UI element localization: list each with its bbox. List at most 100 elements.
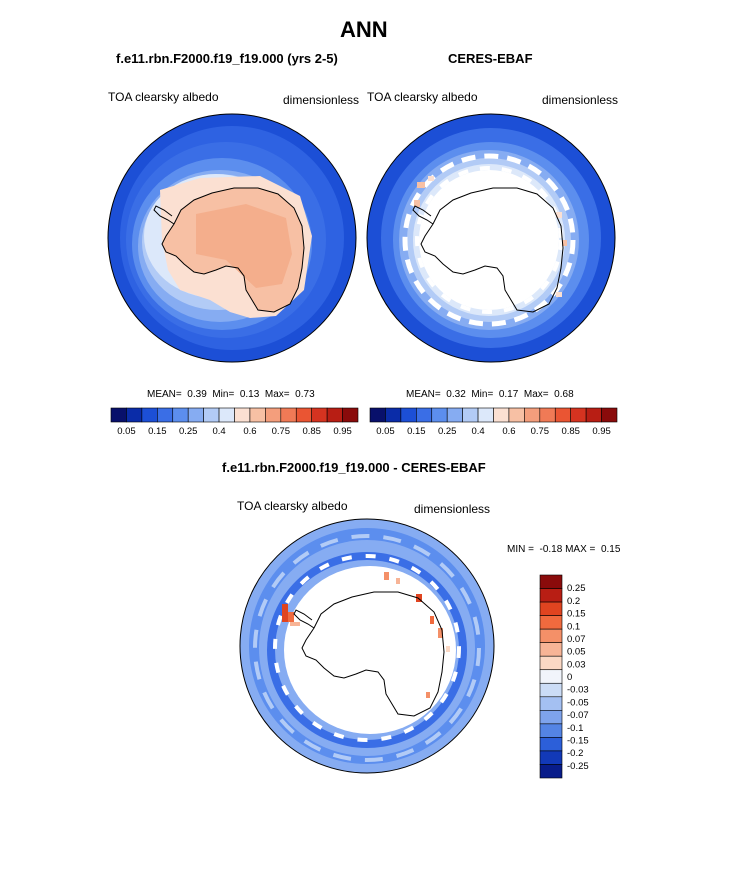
- obs-colorbar-tick-label: 0.6: [502, 426, 515, 437]
- obs-colorbar-tick-label: 0.25: [438, 426, 457, 437]
- model-colorbar-tick-label: 0.6: [243, 426, 256, 437]
- obs-variable-label: TOA clearsky albedo: [367, 90, 478, 104]
- obs-min-label: Min=: [471, 389, 494, 400]
- diff-colorbar-swatch: [539, 764, 563, 779]
- diff-colorbar-swatch: [539, 710, 563, 725]
- obs-colorbar-swatch: [585, 407, 602, 423]
- model-map: [108, 114, 356, 362]
- diff-colorbar-tick-label: -0.07: [567, 710, 589, 721]
- obs-colorbar-swatch: [601, 407, 618, 423]
- diff-colorbar-tick-label: -0.2: [567, 748, 583, 759]
- diff-colorbar-swatch: [539, 574, 563, 589]
- model-colorbar-tick-label: 0.25: [179, 426, 198, 437]
- diff-map-border: [239, 518, 495, 774]
- obs-colorbar-tick-label: 0.95: [592, 426, 611, 437]
- model-colorbar-swatch: [234, 407, 251, 423]
- model-map-border: [107, 113, 357, 363]
- obs-colorbar-swatch: [369, 407, 386, 423]
- diff-variable-label: TOA clearsky albedo: [237, 499, 348, 513]
- diff-colorbar-swatch: [539, 615, 563, 630]
- model-colorbar-swatch: [203, 407, 220, 423]
- obs-mean-label: MEAN=: [406, 389, 441, 400]
- diff-colorbar-swatch: [539, 601, 563, 616]
- model-colorbar-swatch: [218, 407, 235, 423]
- model-colorbar-swatch: [249, 407, 266, 423]
- obs-max-label: Max=: [523, 389, 549, 400]
- obs-colorbar-swatch: [385, 407, 402, 423]
- obs-colorbar-swatch: [416, 407, 433, 423]
- obs-colorbar-tick-label: 0.4: [471, 426, 484, 437]
- obs-colorbar: 0.05 0.15 0.25 0.4 0.6 0.75 0.85 0.95: [369, 407, 618, 437]
- diff-colorbar-tick-label: 0.15: [567, 609, 586, 620]
- obs-colorbar-swatch: [477, 407, 494, 423]
- model-mean-value: 0.39: [187, 389, 207, 400]
- obs-colorbar-tick-label: 0.05: [376, 426, 395, 437]
- diff-map: [240, 519, 494, 773]
- diff-stats: MIN = -0.18 MAX = 0.15: [507, 544, 620, 555]
- model-colorbar-swatch: [157, 407, 174, 423]
- diff-colorbar-tick-label: -0.05: [567, 697, 589, 708]
- diff-colorbar-swatch: [539, 723, 563, 738]
- obs-case-title: CERES-EBAF: [448, 51, 533, 66]
- model-colorbar-swatch: [295, 407, 312, 423]
- diff-colorbar-tick-label: -0.15: [567, 735, 589, 746]
- obs-colorbar-swatch: [508, 407, 525, 423]
- diff-colorbar-swatch: [539, 682, 563, 698]
- diff-colorbar-swatch: [539, 669, 563, 684]
- diff-colorbar-tick-label: 0.07: [567, 634, 586, 645]
- model-colorbar-swatch: [141, 407, 158, 423]
- obs-colorbar-tick-label: 0.15: [407, 426, 426, 437]
- diff-colorbar-tick-label: 0.25: [567, 583, 586, 594]
- diff-max-value: 0.15: [600, 544, 621, 555]
- model-colorbar-tick-label: 0.05: [117, 426, 136, 437]
- obs-colorbar-swatch: [431, 407, 448, 423]
- obs-colorbar-swatch: [554, 407, 571, 423]
- diff-colorbar: 0.25 0.2 0.150.1 0.07 0.050.03 0 -0.03-0.05 -0.…: [539, 574, 589, 779]
- model-colorbar-swatch: [110, 407, 127, 423]
- model-max-value: 0.73: [295, 389, 315, 400]
- model-stats: MEAN= 0.39 Min= 0.13 Max= 0.73: [147, 389, 315, 400]
- model-colorbar-tick-label: 0.75: [272, 426, 291, 437]
- diff-colorbar-swatch: [539, 642, 563, 657]
- model-colorbar: 0.05 0.15 0.25 0.4 0.6 0.75 0.85 0.95: [110, 407, 359, 437]
- diff-colorbar-tick-label: 0.05: [567, 647, 586, 658]
- diff-max-label: MAX =: [565, 544, 596, 555]
- obs-colorbar-swatch: [400, 407, 417, 423]
- model-colorbar-swatch: [187, 407, 204, 423]
- obs-colorbar-swatch: [493, 407, 510, 423]
- model-min-value: 0.13: [239, 389, 260, 400]
- model-units-label: dimensionless: [283, 93, 360, 107]
- diff-colorbar-swatch: [539, 696, 563, 711]
- diff-units-label: dimensionless: [414, 502, 491, 516]
- model-colorbar-tick-label: 0.95: [333, 426, 352, 437]
- obs-max-value: 0.68: [554, 389, 574, 400]
- model-colorbar-tick-label: 0.85: [302, 426, 321, 437]
- diff-min-value: -0.18: [539, 544, 563, 555]
- diff-case-title: f.e11.rbn.F2000.f19_f19.000 - CERES-EBAF: [222, 460, 486, 475]
- obs-min-value: 0.17: [498, 389, 519, 400]
- obs-map: [367, 114, 615, 362]
- model-case-title: f.e11.rbn.F2000.f19_f19.000 (yrs 2-5): [116, 51, 338, 66]
- obs-colorbar-tick-label: 0.75: [531, 426, 550, 437]
- model-max-label: Max=: [264, 389, 290, 400]
- diff-colorbar-swatch: [539, 750, 563, 765]
- obs-colorbar-tick-label: 0.85: [561, 426, 580, 437]
- diff-colorbar-tick-label: -0.03: [567, 685, 589, 696]
- model-min-label: Min=: [212, 389, 235, 400]
- model-colorbar-swatch: [172, 407, 189, 423]
- model-variable-label: TOA clearsky albedo: [108, 90, 219, 104]
- model-colorbar-tick-label: 0.4: [212, 426, 225, 437]
- model-colorbar-swatch: [311, 407, 328, 423]
- diff-colorbar-swatch: [539, 737, 563, 752]
- obs-colorbar-swatch: [524, 407, 541, 423]
- model-colorbar-swatch: [342, 407, 359, 423]
- obs-units-label: dimensionless: [542, 93, 619, 107]
- diff-colorbar-swatch: [539, 655, 563, 671]
- obs-stats: MEAN= 0.32 Min= 0.17 Max= 0.68: [406, 389, 574, 400]
- diff-colorbar-tick-label: 0.1: [567, 621, 580, 632]
- model-colorbar-swatch: [265, 407, 282, 423]
- obs-colorbar-swatch: [570, 407, 587, 423]
- obs-mean-value: 0.32: [446, 389, 466, 400]
- diff-min-label: MIN =: [507, 544, 534, 555]
- diff-colorbar-swatch: [539, 628, 563, 643]
